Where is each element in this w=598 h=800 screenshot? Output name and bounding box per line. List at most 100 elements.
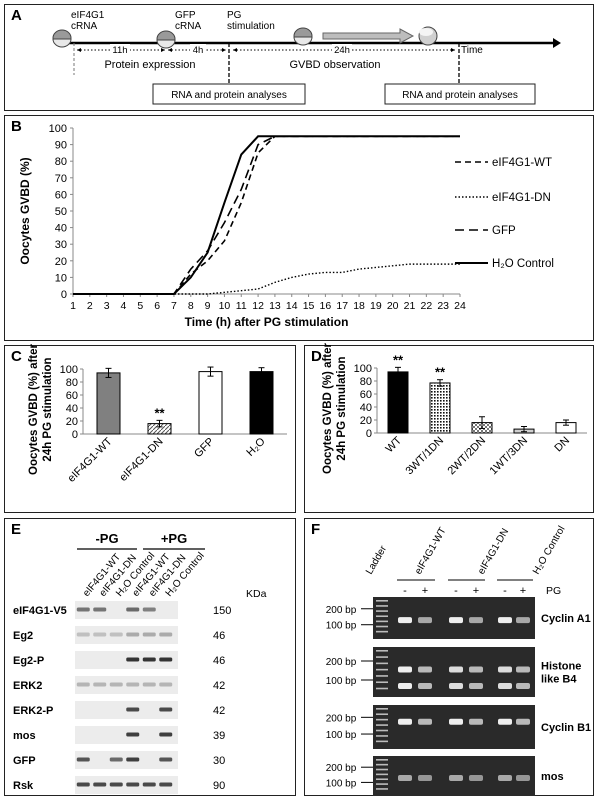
protein-label: mos [13, 730, 36, 742]
bp-100-label: 100 bp [326, 730, 357, 741]
ladder-band [376, 681, 388, 684]
blot-band [126, 732, 140, 737]
panel-e: E -PG +PG eIF4G1-WT eIF4G1-DN H₂O Control eIF… [4, 518, 296, 796]
bp-100-label: 100 bp [326, 778, 357, 789]
legend-label: eIF4G1-WT [492, 157, 552, 169]
analysis-box-1 [152, 83, 306, 105]
protein-label: Eg2 [13, 630, 33, 642]
ladder-band [376, 656, 388, 658]
panel-d-label: D [311, 348, 322, 365]
pcr-band [516, 718, 530, 725]
ladder-band [376, 759, 388, 761]
pcr-band [449, 683, 463, 689]
x-tick-label: 16 [320, 300, 332, 312]
blot-band [76, 632, 90, 637]
gene-label: Cyclin A1 [541, 613, 591, 625]
pg-sign: - [454, 585, 458, 597]
pcr-band [398, 775, 412, 781]
y-tick-label: 0 [366, 428, 372, 440]
ladder-band [376, 675, 388, 677]
ladder-band [376, 788, 388, 790]
blot-band [93, 782, 107, 787]
y-tick-label: 80 [66, 377, 78, 389]
ladder-band [376, 605, 388, 607]
pg-sign: - [503, 585, 507, 597]
ladder-band [376, 768, 388, 771]
pg-label: PG [227, 10, 242, 21]
x-tick-label: 1 [70, 300, 76, 312]
y-tick-label: 60 [360, 389, 372, 401]
eif4g1-crna-label: eIF4G1 [71, 10, 105, 21]
interval-24h-label: 24h [334, 45, 350, 56]
y-tick-label: 0 [61, 289, 67, 301]
timeline-arrowhead [553, 38, 561, 48]
blot-band [142, 657, 156, 662]
blot-band [126, 757, 140, 762]
kda-value: 42 [213, 680, 225, 692]
x-tick-label: 21 [404, 300, 416, 312]
bp-100-label: 100 bp [326, 621, 357, 632]
y-tick-label: 100 [60, 364, 78, 376]
pcr-band [469, 718, 483, 725]
gfp-crna-label: GFP [175, 10, 196, 21]
pcr-band [469, 666, 483, 673]
series-line [73, 135, 460, 295]
y-axis-title-2: 24h PG stimulation [336, 356, 348, 460]
y-tick-label: 50 [55, 206, 67, 218]
blot-band [126, 657, 140, 662]
panel-b-label: B [11, 118, 22, 135]
pcr-band [418, 666, 432, 673]
blot-band [159, 782, 173, 787]
pcr-band [418, 775, 432, 781]
pg-sign: + [473, 585, 479, 597]
ladder-band [376, 625, 388, 628]
x-tick-label: 24 [454, 300, 466, 312]
analysis-box-2-text: RNA and protein analyses [402, 90, 518, 101]
pcr-band [398, 718, 412, 725]
bp-200-label: 200 bp [326, 763, 357, 774]
x-tick-label: 17 [336, 300, 348, 312]
blot-band [76, 682, 90, 687]
x-tick-label: 10 [219, 300, 231, 312]
oocyte-icon-4 [418, 26, 438, 46]
category-label: WT [384, 434, 405, 455]
y-tick-label: 80 [55, 156, 67, 168]
ladder-band [376, 630, 388, 633]
bar [96, 372, 121, 435]
blot-band [109, 782, 123, 787]
x-tick-label: 18 [353, 300, 365, 312]
ladder-band [376, 718, 388, 721]
category-label: H₂O [244, 435, 267, 458]
kda-value: 150 [213, 605, 231, 617]
blot-band [142, 682, 156, 687]
ladder-band [376, 650, 388, 652]
x-tick-label: 5 [137, 300, 143, 312]
ladder-band [376, 662, 388, 665]
x-tick-label: 19 [370, 300, 382, 312]
ladder-band [376, 724, 388, 726]
kda-value: 46 [213, 655, 225, 667]
series-line [73, 263, 460, 295]
x-tick-label: 9 [205, 300, 211, 312]
pcr-band [449, 775, 463, 781]
blot-band [126, 707, 140, 712]
y-axis-title: Oocytes GVBD (%) after [322, 342, 334, 474]
pcr-band [469, 775, 483, 781]
y-tick-label: 0 [72, 429, 78, 441]
y-axis-title: Oocytes GVBD (%) after [28, 343, 40, 475]
pcr-band [449, 666, 463, 673]
gel-image [373, 705, 535, 749]
ladder-band [376, 687, 388, 690]
pcr-band [498, 683, 512, 689]
kda-value: 42 [213, 705, 225, 717]
pcr-band [498, 775, 512, 781]
protein-label: ERK2 [13, 680, 42, 692]
gene-label: mos [541, 771, 564, 783]
ladder-band [376, 778, 388, 781]
bar [387, 371, 409, 434]
ladder-band [376, 708, 388, 710]
x-tick-label: 8 [188, 300, 194, 312]
category-label: 3WT/1DN [403, 435, 446, 478]
blot-band [109, 682, 123, 687]
